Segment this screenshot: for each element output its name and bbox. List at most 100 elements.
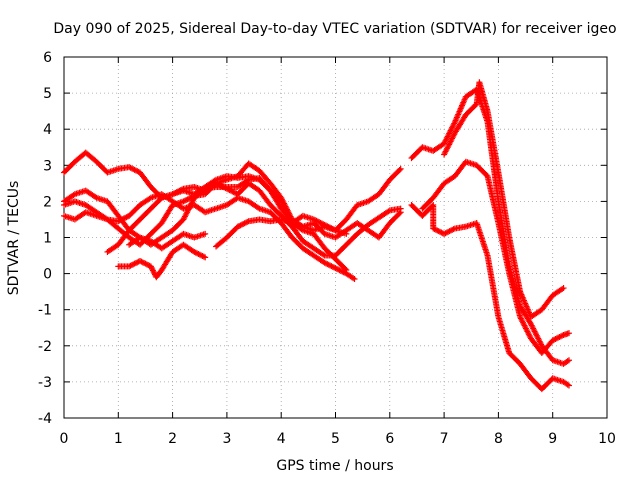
x-tick-label: 6 — [385, 431, 394, 447]
series-track-5 — [104, 173, 350, 273]
data-point — [559, 332, 566, 339]
data-point — [443, 229, 450, 236]
data-point — [324, 261, 331, 268]
data-point — [127, 164, 134, 171]
data-point — [134, 259, 141, 266]
data-point — [397, 205, 404, 212]
data-point — [236, 222, 243, 229]
data-point — [447, 227, 454, 234]
data-point — [549, 337, 556, 344]
x-axis-label: GPS time / hours — [276, 458, 393, 474]
y-axis-label: SDTVAR / TECUs — [6, 181, 22, 296]
data-point — [229, 188, 236, 195]
data-point — [342, 265, 349, 272]
data-point — [127, 262, 134, 269]
data-point — [223, 185, 230, 192]
data-point — [128, 165, 135, 172]
data-point — [143, 261, 150, 268]
data-point — [218, 183, 225, 190]
data-points — [61, 79, 572, 393]
data-point — [343, 266, 350, 273]
data-point — [192, 249, 199, 256]
data-point — [551, 336, 558, 343]
data-point — [449, 226, 456, 233]
x-tick-label: 4 — [277, 431, 286, 447]
data-point — [434, 227, 441, 234]
data-point — [138, 258, 145, 265]
data-point — [215, 181, 222, 188]
x-tick-label: 2 — [168, 431, 177, 447]
data-point — [552, 336, 559, 343]
data-point — [335, 266, 342, 273]
data-point — [115, 218, 122, 225]
data-point — [147, 263, 154, 270]
data-point — [564, 381, 571, 388]
data-point — [565, 357, 572, 364]
series-track-8 — [213, 216, 350, 250]
data-point — [123, 214, 130, 221]
series-track-1 — [61, 149, 404, 241]
data-point — [320, 251, 327, 258]
data-point — [184, 196, 191, 203]
data-point — [559, 285, 566, 292]
data-point — [442, 230, 449, 237]
data-point — [430, 225, 437, 232]
data-point — [351, 276, 358, 283]
data-point — [556, 334, 563, 341]
data-point — [441, 230, 448, 237]
data-point — [472, 102, 479, 109]
data-point — [329, 263, 336, 270]
data-point — [180, 198, 187, 205]
data-point — [187, 195, 194, 202]
data-point — [321, 259, 328, 266]
x-tick-label: 9 — [548, 431, 557, 447]
data-point — [240, 220, 247, 227]
data-point — [385, 208, 392, 215]
data-point — [118, 216, 125, 223]
chart-title: Day 090 of 2025, Sidereal Day-to-day VTE… — [53, 21, 616, 37]
data-point — [450, 226, 457, 233]
data-point — [119, 216, 126, 223]
data-point — [244, 218, 251, 225]
data-point — [332, 265, 339, 272]
data-point — [148, 264, 155, 271]
data-point — [217, 182, 224, 189]
data-point — [316, 219, 323, 226]
data-point — [128, 262, 135, 269]
data-point — [557, 333, 564, 340]
data-point — [130, 166, 137, 173]
data-point — [337, 267, 344, 274]
y-tick-label: 0 — [43, 267, 52, 283]
data-point — [437, 228, 444, 235]
data-point — [145, 262, 152, 269]
data-point — [202, 254, 209, 261]
data-point — [199, 253, 206, 260]
data-point — [195, 250, 202, 257]
data-point — [396, 166, 403, 173]
data-point — [553, 335, 560, 342]
data-point — [564, 358, 571, 365]
data-point — [139, 259, 146, 266]
data-point — [225, 186, 232, 193]
x-tick-label: 1 — [114, 431, 123, 447]
y-tick-label: 3 — [43, 158, 52, 174]
data-point — [327, 262, 334, 269]
data-point — [397, 165, 404, 172]
data-point — [198, 252, 205, 259]
data-point — [322, 260, 329, 267]
data-point — [435, 228, 442, 235]
series-track-3 — [61, 180, 404, 259]
data-point — [126, 263, 133, 270]
series-track-12 — [408, 202, 572, 393]
data-point — [181, 197, 188, 204]
data-point — [331, 264, 338, 271]
y-tick-label: 4 — [43, 122, 52, 138]
data-point — [336, 267, 343, 274]
data-point — [122, 214, 129, 221]
data-point — [149, 266, 156, 273]
y-tick-label: 6 — [43, 50, 52, 66]
series-track-11 — [441, 79, 567, 320]
series-track-4 — [61, 191, 358, 283]
data-point — [132, 259, 139, 266]
data-point — [230, 189, 237, 196]
